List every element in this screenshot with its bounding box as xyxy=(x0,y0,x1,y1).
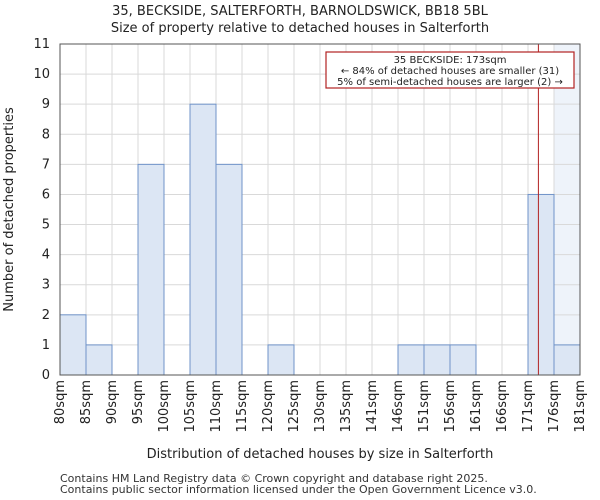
histogram-bar xyxy=(137,163,165,376)
x-tick-label: 181sqm xyxy=(573,380,588,433)
x-tick-label: 156sqm xyxy=(443,380,458,433)
x-tick-label: 120sqm xyxy=(261,380,276,433)
histogram-bar xyxy=(553,344,581,376)
x-tick-label: 100sqm xyxy=(157,380,172,433)
x-tick-label: 115sqm xyxy=(235,380,250,433)
histogram-bar xyxy=(397,344,425,376)
histogram-bar xyxy=(527,193,555,376)
chart-subtitle: Size of property relative to detached ho… xyxy=(110,21,490,36)
histogram-bar xyxy=(215,163,243,376)
histogram-bar xyxy=(189,103,217,376)
x-tick-label: 90sqm xyxy=(105,380,120,424)
annotation-text: 35 BECKSIDE: 173sqm xyxy=(394,55,507,66)
histogram-bar xyxy=(59,314,87,376)
footer-copyright: Contains HM Land Registry data © Crown c… xyxy=(60,472,488,485)
x-tick-label: 95sqm xyxy=(131,380,146,424)
annotation-box xyxy=(325,51,575,89)
x-tick-label: 135sqm xyxy=(339,380,354,433)
annotation-text: 5% of semi-detached houses are larger (2… xyxy=(337,77,563,88)
y-tick-label: 5 xyxy=(42,218,50,233)
y-tick-label: 9 xyxy=(42,97,50,112)
x-tick-label: 161sqm xyxy=(469,380,484,433)
x-tick-label: 85sqm xyxy=(79,380,94,424)
y-tick-label: 2 xyxy=(42,308,50,323)
chart-title: 35, BECKSIDE, SALTERFORTH, BARNOLDSWICK,… xyxy=(112,4,488,19)
y-tick-label: 0 xyxy=(42,368,50,383)
y-tick-label: 10 xyxy=(33,67,50,82)
x-tick-label: 166sqm xyxy=(495,380,510,433)
y-tick-label: 3 xyxy=(42,278,50,293)
y-axis-label: Number of detached properties xyxy=(2,107,17,312)
x-tick-label: 130sqm xyxy=(313,380,328,433)
larger-region-highlight xyxy=(554,44,580,375)
x-tick-label: 146sqm xyxy=(391,380,406,433)
footer-licence: Contains public sector information licen… xyxy=(60,483,537,496)
x-axis-label: Distribution of detached houses by size … xyxy=(147,447,494,462)
y-tick-label: 4 xyxy=(42,248,50,263)
x-tick-label: 105sqm xyxy=(183,380,198,433)
histogram-bar xyxy=(449,344,477,376)
x-tick-label: 151sqm xyxy=(417,380,432,433)
annotation-text: ← 84% of detached houses are smaller (31… xyxy=(341,66,559,77)
y-tick-label: 1 xyxy=(42,338,50,353)
x-tick-label: 80sqm xyxy=(53,380,68,424)
y-tick-label: 11 xyxy=(33,37,50,52)
y-tick-label: 7 xyxy=(42,157,50,172)
x-tick-label: 110sqm xyxy=(209,380,224,433)
histogram-bar xyxy=(267,344,295,376)
x-tick-label: 141sqm xyxy=(365,380,380,433)
x-tick-label: 176sqm xyxy=(547,380,562,433)
histogram-bar xyxy=(85,344,113,376)
y-tick-label: 6 xyxy=(42,187,50,202)
y-tick-label: 8 xyxy=(42,127,50,142)
x-tick-label: 125sqm xyxy=(287,380,302,433)
x-tick-label: 171sqm xyxy=(521,380,536,433)
plot-frame xyxy=(59,43,581,376)
histogram-bar xyxy=(423,344,451,376)
